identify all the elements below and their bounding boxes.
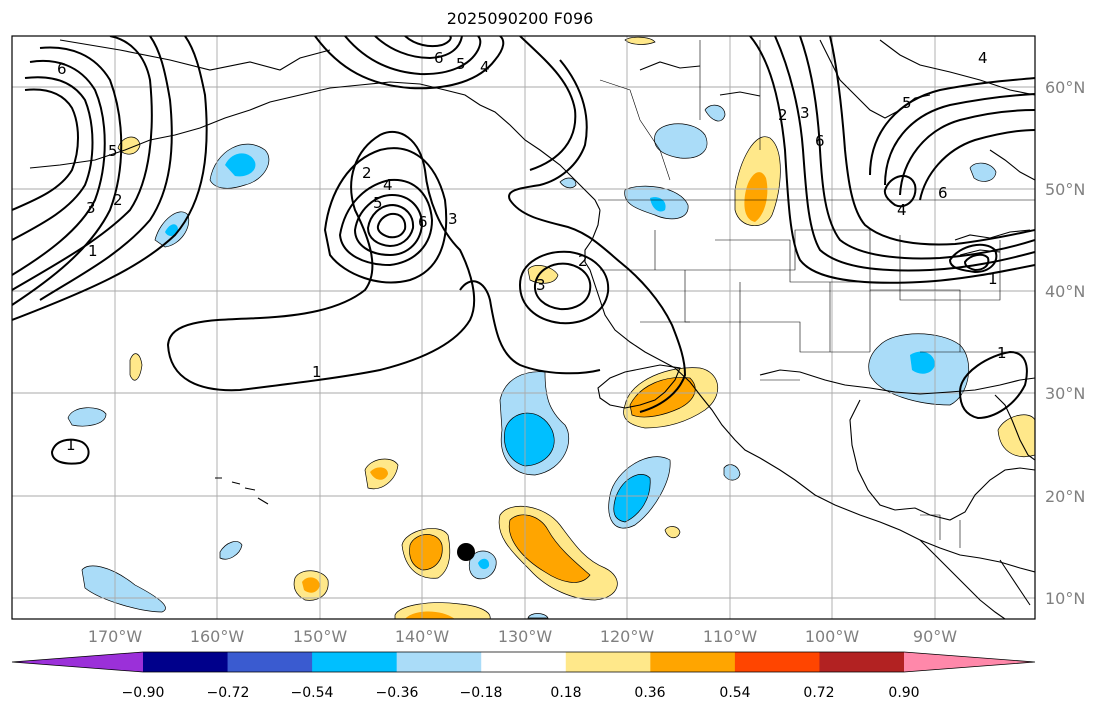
contour-lines (12, 36, 1035, 465)
colorbar-segment (312, 652, 398, 672)
map-title: 2025090200 F096 (446, 9, 594, 28)
colorbar-outline (11, 651, 1036, 673)
lat-label: 30°N (1045, 384, 1085, 403)
lon-label: 130°W (498, 627, 553, 646)
contour-label: 3 (448, 210, 458, 228)
contour-label: 1 (997, 344, 1007, 362)
contour-label: 5 (902, 94, 912, 112)
contour-label: 5 (456, 55, 466, 73)
colorbar-tick-label: −0.90 (122, 685, 165, 701)
lon-label: 140°W (395, 627, 450, 646)
contour-label: 6 (418, 213, 428, 231)
contour-label: 3 (536, 276, 546, 294)
lon-label: 170°W (88, 627, 143, 646)
lat-label: 50°N (1045, 180, 1085, 199)
colorbar-tick-label: −0.72 (207, 685, 250, 701)
colorbar-extend-min (12, 652, 143, 672)
lat-label: 40°N (1045, 282, 1085, 301)
lat-label: 60°N (1045, 78, 1085, 97)
contour-label: 1 (312, 363, 322, 381)
contour-label: 1 (66, 436, 76, 454)
contour-label: 6 (434, 49, 444, 67)
colorbar-tick-label: −0.18 (460, 685, 503, 701)
contour-label: 1 (988, 270, 998, 288)
contour-label: 4 (897, 201, 907, 219)
contour-label: 1 (88, 242, 98, 260)
location-marker (457, 543, 475, 561)
contour-label: 6 (938, 184, 948, 202)
contour-label: 5 (373, 194, 383, 212)
lon-label: 160°W (190, 627, 245, 646)
colorbar-extend-max (904, 652, 1035, 672)
coastlines (29, 39, 1035, 619)
colorbar-segment (565, 652, 651, 672)
colorbar-tick-label: 0.54 (719, 685, 750, 701)
colorbar-tick-label: 0.36 (634, 685, 665, 701)
colorbar-segment (650, 652, 736, 672)
colorbar-tick-label: 0.90 (888, 685, 919, 701)
lat-label: 10°N (1045, 589, 1085, 608)
contour-label: 2 (778, 106, 788, 124)
colorbar-tick-label: 0.72 (803, 685, 834, 701)
colorbar (11, 651, 1036, 673)
lon-label: 120°W (600, 627, 655, 646)
colorbar-tick-label: 0.18 (550, 685, 581, 701)
lon-label: 90°W (913, 627, 957, 646)
latitude-labels: 60°N 50°N 40°N 30°N 20°N 10°N (1045, 78, 1085, 608)
colorbar-tick-label: −0.36 (376, 685, 419, 701)
colorbar-segment (396, 652, 482, 672)
contour-label: 6 (815, 132, 825, 150)
colorbar-segment (143, 652, 229, 672)
contour-label: 3 (86, 199, 96, 217)
contour-label: 2 (578, 252, 588, 270)
longitude-labels: 170°W 160°W 150°W 140°W 130°W 120°W 110°… (88, 627, 957, 646)
contour-label: 2 (113, 191, 123, 209)
colorbar-segment (481, 652, 567, 672)
colorbar-labels: −0.90 −0.72 −0.54 −0.36 −0.18 0.18 0.36 … (122, 685, 920, 701)
anomaly-shading (67, 36, 1035, 619)
contour-label: 4 (480, 58, 490, 76)
lat-label: 20°N (1045, 487, 1085, 506)
contour-label: 2 (362, 164, 372, 182)
contour-label: 4 (383, 176, 393, 194)
map-frame (11, 35, 1036, 620)
contour-label: 5 (108, 142, 118, 160)
lon-label: 150°W (293, 627, 348, 646)
lon-label: 100°W (805, 627, 860, 646)
colorbar-segment (227, 652, 313, 672)
political-borders (598, 40, 1035, 548)
colorbar-segment (819, 652, 905, 672)
contour-labels: 6 5 3 2 1 6 5 4 2 3 5 4 6 3 1 2 3 2 6 5 … (57, 49, 1007, 454)
graticule (12, 36, 1035, 619)
contour-label: 3 (800, 104, 810, 122)
lon-label: 110°W (703, 627, 758, 646)
contour-label: 4 (978, 49, 988, 67)
contour-label: 6 (57, 60, 67, 78)
colorbar-tick-label: −0.54 (291, 685, 334, 701)
colorbar-segment (734, 652, 820, 672)
